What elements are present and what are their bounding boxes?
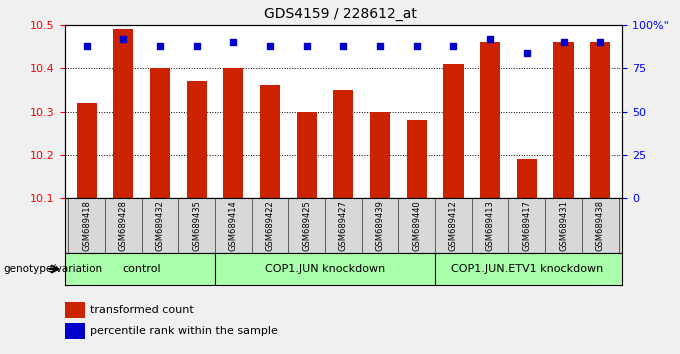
Bar <box>65 323 85 339</box>
Bar <box>186 81 207 198</box>
Point <box>228 39 239 45</box>
Bar <box>77 103 97 198</box>
Bar <box>333 90 354 198</box>
Text: COP1.JUN knockdown: COP1.JUN knockdown <box>265 264 385 274</box>
Text: GSM689413: GSM689413 <box>486 200 494 251</box>
Point <box>375 43 386 48</box>
Text: GSM689422: GSM689422 <box>265 200 275 251</box>
Bar <box>554 42 574 198</box>
Point <box>522 50 532 55</box>
Bar <box>407 120 427 198</box>
Point <box>154 43 165 48</box>
Text: GSM689435: GSM689435 <box>192 200 201 251</box>
Bar <box>517 159 537 198</box>
Point <box>118 36 129 41</box>
Text: GSM689432: GSM689432 <box>156 200 165 251</box>
Point <box>485 36 496 41</box>
Point <box>558 39 569 45</box>
Point <box>191 43 202 48</box>
Text: GSM689438: GSM689438 <box>596 200 605 251</box>
Bar <box>443 64 464 198</box>
Point <box>81 43 92 48</box>
Text: genotype/variation: genotype/variation <box>3 264 103 274</box>
Bar <box>150 68 170 198</box>
Text: GSM689439: GSM689439 <box>375 200 385 251</box>
Text: GSM689427: GSM689427 <box>339 200 348 251</box>
Text: GSM689425: GSM689425 <box>302 200 311 251</box>
Text: control: control <box>122 264 161 274</box>
Bar <box>223 68 243 198</box>
Bar <box>370 112 390 198</box>
Bar <box>260 85 280 198</box>
Bar <box>480 42 500 198</box>
Text: GSM689418: GSM689418 <box>82 200 91 251</box>
Point <box>301 43 312 48</box>
Text: GSM689414: GSM689414 <box>229 200 238 251</box>
Bar <box>590 42 610 198</box>
Bar <box>296 112 317 198</box>
Text: percentile rank within the sample: percentile rank within the sample <box>90 326 278 336</box>
Text: COP1.JUN.ETV1 knockdown: COP1.JUN.ETV1 knockdown <box>451 264 603 274</box>
Text: GSM689431: GSM689431 <box>559 200 568 251</box>
Point <box>265 43 275 48</box>
Text: GSM689417: GSM689417 <box>522 200 531 251</box>
Bar <box>113 29 133 198</box>
Text: GDS4159 / 228612_at: GDS4159 / 228612_at <box>264 7 416 21</box>
Point <box>411 43 422 48</box>
Text: GSM689412: GSM689412 <box>449 200 458 251</box>
Point <box>595 39 606 45</box>
Point <box>448 43 459 48</box>
Text: transformed count: transformed count <box>90 305 194 315</box>
Text: GSM689428: GSM689428 <box>119 200 128 251</box>
Text: GSM689440: GSM689440 <box>412 200 422 251</box>
Bar <box>65 302 85 318</box>
Point <box>338 43 349 48</box>
